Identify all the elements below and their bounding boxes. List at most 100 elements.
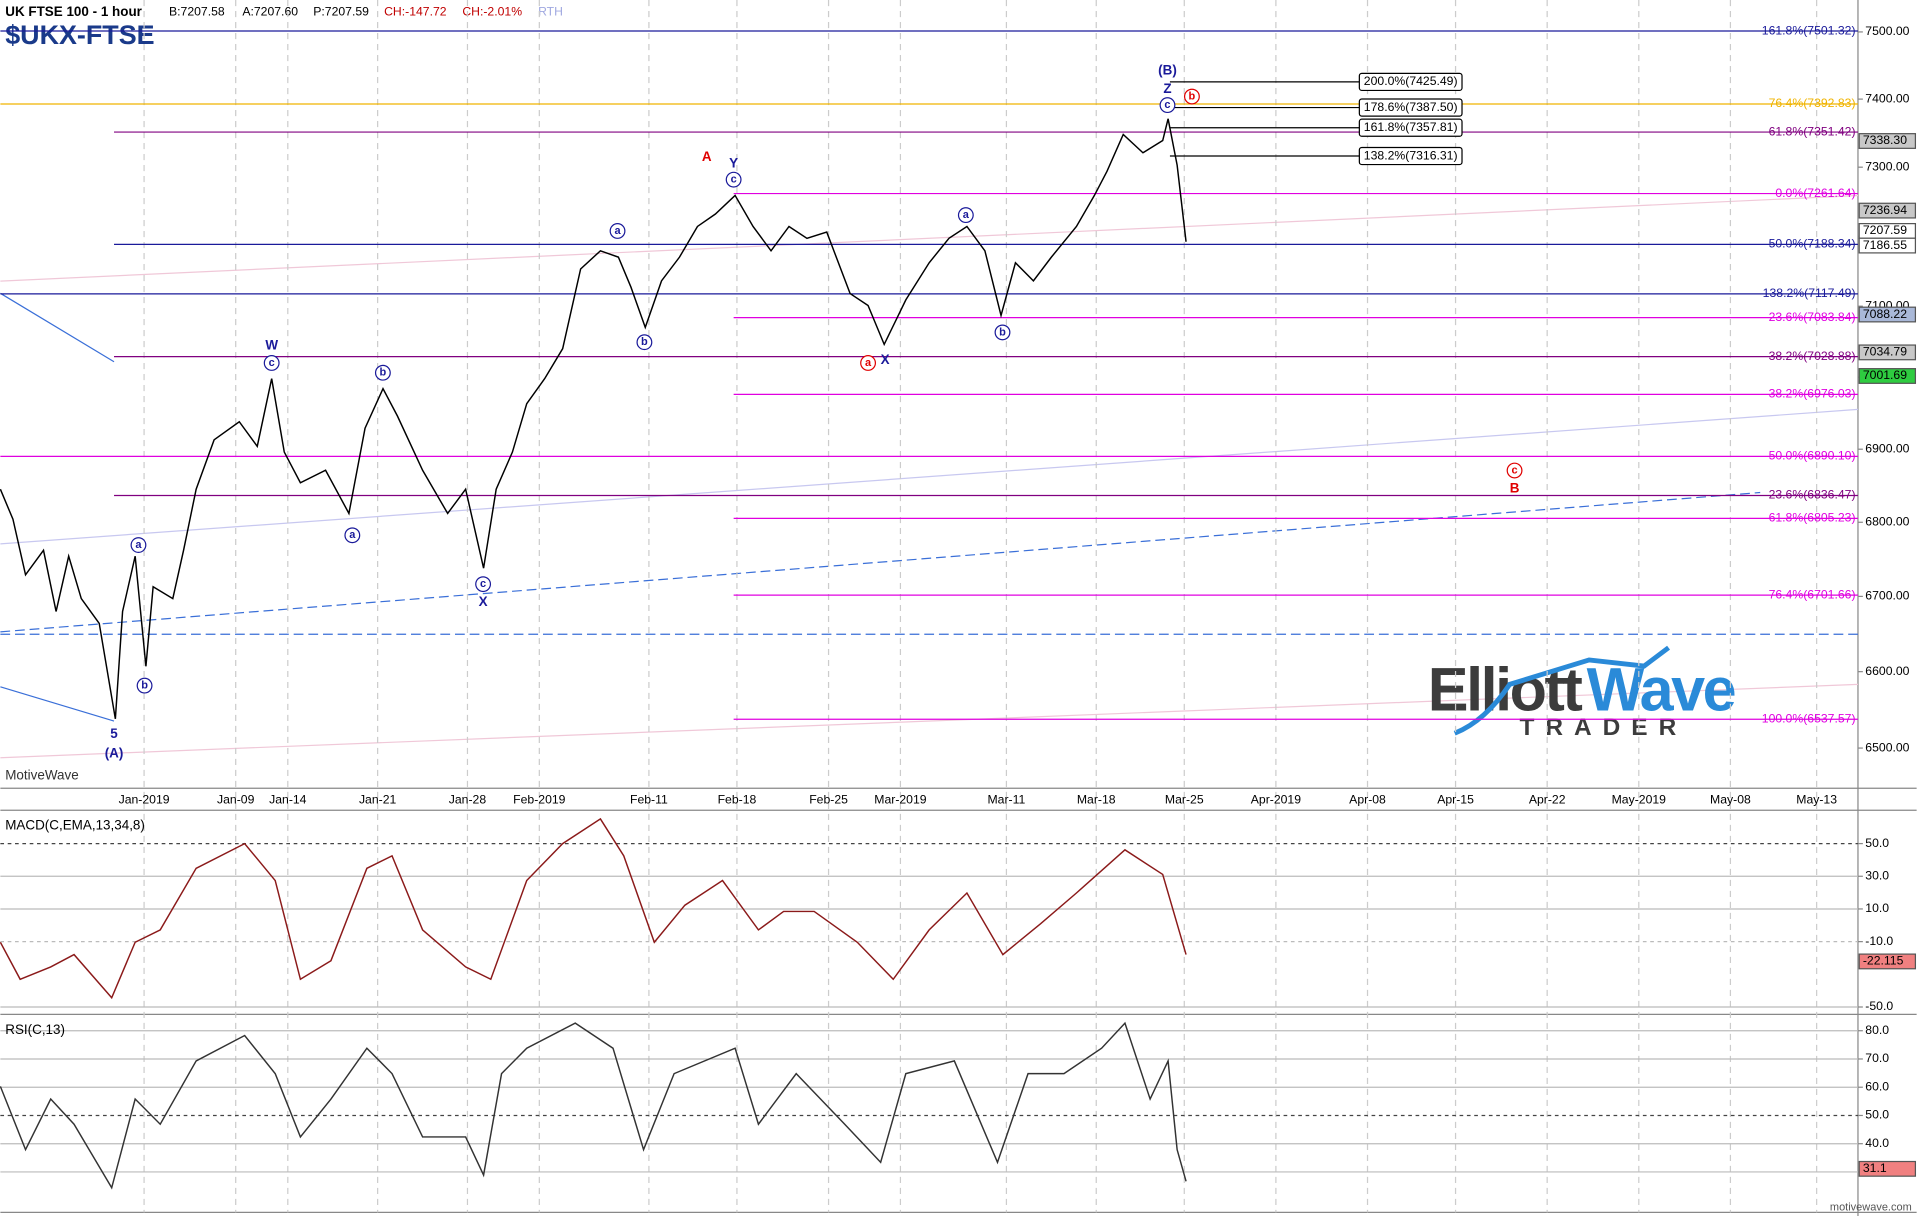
fib-label: 23.6%(6836.47) — [1769, 488, 1856, 502]
y-tick-label: 7300.00 — [1865, 159, 1909, 173]
x-tick-label: Mar-2019 — [874, 793, 926, 807]
x-tick-label: Mar-11 — [988, 793, 1026, 807]
x-tick-label: Feb-2019 — [513, 793, 566, 807]
trend-line — [0, 683, 1858, 759]
fib-label: 38.2%(7028.88) — [1769, 349, 1856, 363]
ask: A:7207.60 — [242, 4, 298, 18]
x-tick-label: May-2019 — [1612, 793, 1667, 807]
wave-label: a — [135, 539, 142, 551]
price-tag-label: 7236.94 — [1863, 203, 1907, 217]
extension-box — [1358, 72, 1463, 92]
y-tick-label: 80.0 — [1865, 1023, 1889, 1037]
extension-label: 178.6%(7387.50) — [1364, 100, 1458, 114]
fib-label: 76.4%(6701.66) — [1769, 587, 1856, 601]
wave-label: (A) — [105, 746, 124, 761]
wave-circle — [130, 537, 147, 554]
y-tick-label: 50.0 — [1865, 1108, 1889, 1122]
x-tick-label: Feb-18 — [718, 793, 757, 807]
wave-label: X — [479, 594, 488, 609]
price-tag-label: 7001.69 — [1863, 368, 1907, 382]
wave-label: Z — [1163, 81, 1171, 96]
last-price: P:7207.59 — [313, 4, 369, 18]
panel-title: RSI(C,13) — [5, 1022, 65, 1037]
wave-circle — [994, 324, 1011, 341]
wave-circle — [1506, 462, 1523, 479]
price-tag-label: 7034.79 — [1863, 345, 1907, 359]
price-tag — [1858, 344, 1917, 361]
y-tick-label: 50.0 — [1865, 836, 1889, 850]
fib-label: 61.8%(6805.23) — [1769, 511, 1856, 525]
x-tick-label: Apr-15 — [1437, 793, 1474, 807]
x-tick-label: Apr-22 — [1529, 793, 1566, 807]
price-line — [0, 118, 1187, 719]
x-tick-label: Mar-25 — [1165, 793, 1204, 807]
wave-label: c — [1512, 464, 1518, 476]
logo-swoosh — [1453, 645, 1671, 736]
y-tick-label: 30.0 — [1865, 869, 1889, 883]
price-line — [0, 817, 1187, 1000]
fib-label: 50.0%(6890.10) — [1769, 449, 1856, 463]
wave-circle — [263, 355, 280, 371]
y-tick-label: 6500.00 — [1865, 740, 1909, 754]
wave-circle — [609, 223, 626, 239]
y-tick-label: 7500.00 — [1865, 24, 1909, 38]
x-tick-label: Jan-14 — [269, 793, 307, 807]
x-tick-label: Jan-28 — [449, 793, 487, 807]
wave-label: a — [865, 357, 872, 369]
wave-circle — [374, 364, 391, 381]
trend-line — [0, 686, 115, 722]
price-tag-label: 7186.55 — [1863, 238, 1907, 252]
price-tag — [1858, 133, 1917, 149]
wave-label: c — [1164, 99, 1170, 111]
wave-label: c — [269, 357, 275, 369]
change-pct: CH:-2.01% — [462, 4, 522, 18]
y-tick-label: 6800.00 — [1865, 514, 1909, 528]
x-tick-label: Feb-25 — [809, 793, 848, 807]
x-tick-label: Jan-2019 — [119, 793, 170, 807]
wave-label: c — [480, 578, 486, 590]
wave-label: (B) — [1158, 62, 1177, 77]
y-tick-label: 6700.00 — [1865, 589, 1909, 603]
x-tick-label: Jan-21 — [359, 793, 397, 807]
wave-label: Y — [729, 155, 738, 170]
trend-line — [0, 408, 1859, 545]
wave-label: a — [963, 209, 970, 221]
y-tick-label: -10.0 — [1865, 934, 1893, 948]
logo-word: TRADER — [1519, 714, 1687, 741]
trend-line — [0, 194, 1859, 282]
bid: B:7207.58 — [169, 4, 225, 18]
wave-label: 5 — [110, 726, 118, 741]
wave-circle — [136, 677, 153, 694]
fib-label: 161.8%(7501.32) — [1762, 23, 1856, 37]
symbol: $UKX-FTSE — [5, 20, 154, 50]
price-tag — [1858, 237, 1917, 254]
price-line — [0, 1021, 1187, 1190]
wave-label: X — [881, 352, 890, 367]
price-tag-label: 7207.59 — [1863, 223, 1907, 237]
wave-label: a — [349, 529, 356, 541]
wave-circle — [636, 334, 653, 351]
x-tick-label: Mar-18 — [1077, 793, 1116, 807]
fib-label: 50.0%(7188.34) — [1769, 237, 1856, 251]
extension-label: 161.8%(7357.81) — [1364, 120, 1458, 134]
fib-label: 23.6%(7083.84) — [1769, 310, 1856, 324]
y-tick-label: 7400.00 — [1865, 91, 1909, 105]
extension-label: 138.2%(7316.31) — [1364, 148, 1458, 162]
price-tag-label: 7088.22 — [1863, 307, 1907, 321]
wave-label: b — [999, 326, 1006, 338]
wave-label: b — [641, 336, 648, 348]
y-tick-label: 60.0 — [1865, 1079, 1889, 1093]
fib-label: 138.2%(7117.49) — [1763, 286, 1856, 300]
y-tick-label: 6600.00 — [1865, 664, 1909, 678]
wave-label: B — [1510, 480, 1520, 495]
y-tick-label: 6900.00 — [1865, 441, 1909, 455]
brand: MotiveWave — [5, 768, 78, 783]
extension-box — [1358, 118, 1463, 137]
trend-line — [0, 292, 115, 363]
price-tag — [1858, 1160, 1917, 1177]
extension-label: 200.0%(7425.49) — [1364, 74, 1458, 88]
url: motivewave.com — [1830, 1201, 1912, 1213]
wave-circle — [860, 355, 877, 371]
